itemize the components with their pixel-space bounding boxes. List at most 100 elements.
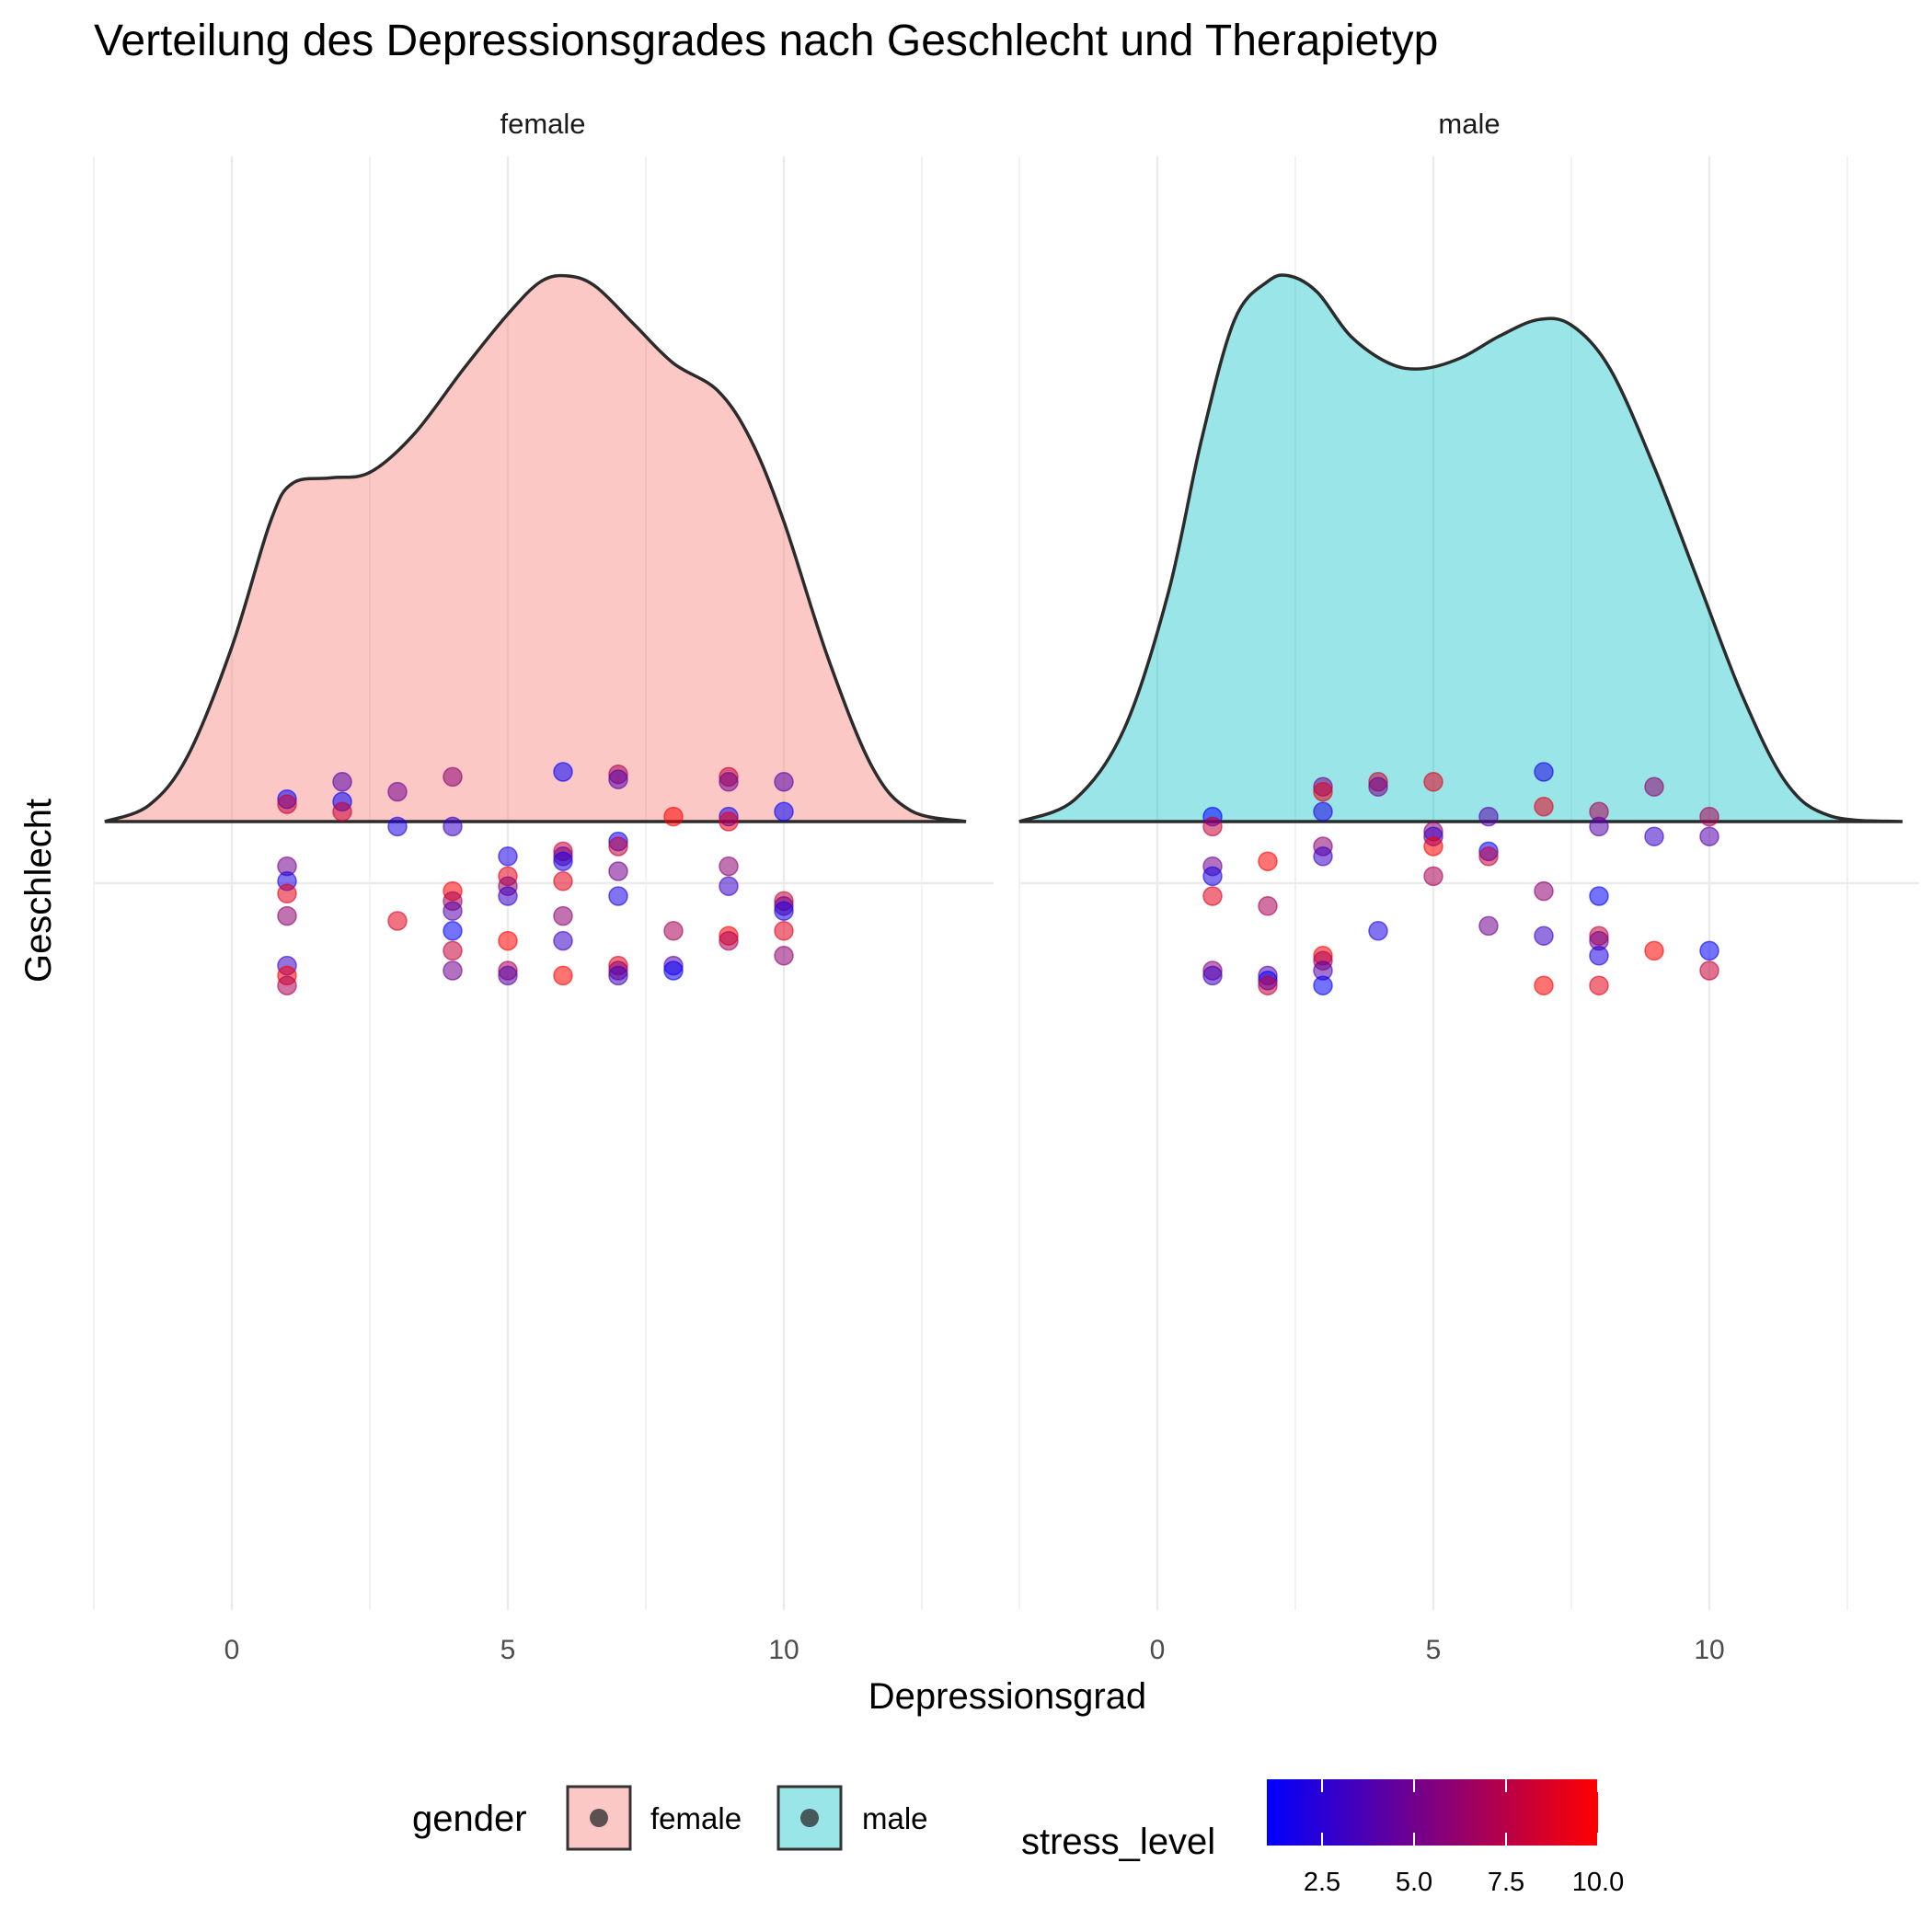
data-point	[774, 946, 794, 966]
data-point	[553, 965, 573, 986]
data-point	[1589, 975, 1609, 995]
data-point	[443, 921, 463, 941]
data-point	[498, 846, 518, 867]
data-point	[1258, 975, 1278, 995]
data-point	[443, 960, 463, 981]
points-male	[1202, 762, 1719, 995]
data-point	[1699, 826, 1719, 846]
x-tick-label: 10	[768, 1635, 799, 1665]
data-point	[553, 905, 573, 926]
data-point	[553, 871, 573, 891]
data-point	[1258, 851, 1278, 871]
data-point	[277, 905, 297, 926]
data-point	[774, 901, 794, 921]
legend-key-female-point	[590, 1809, 608, 1827]
colorbar-tick-label: 2.5	[1304, 1868, 1340, 1897]
data-point	[1699, 806, 1719, 827]
data-point	[1644, 940, 1664, 961]
data-point	[719, 930, 739, 951]
data-point	[608, 886, 628, 906]
data-point	[1368, 776, 1388, 797]
data-point	[332, 801, 352, 822]
data-point	[443, 766, 463, 788]
legend-label-male: male	[862, 1801, 928, 1835]
data-point	[387, 816, 408, 837]
data-point	[719, 811, 739, 832]
data-point	[1313, 975, 1333, 995]
x-ticks-male: 0 5 10	[1150, 1635, 1725, 1665]
data-point	[443, 816, 463, 837]
data-point	[719, 856, 739, 877]
data-point	[774, 772, 794, 792]
data-point	[498, 965, 518, 986]
legend-key-male-point	[800, 1809, 819, 1827]
x-tick-label: 0	[224, 1635, 240, 1665]
x-tick-label: 5	[1426, 1635, 1442, 1665]
data-point	[553, 762, 573, 782]
data-point	[277, 794, 297, 814]
data-point	[1478, 806, 1499, 827]
data-point	[1534, 880, 1554, 902]
data-point	[663, 960, 684, 981]
legend-title-gender: gender	[412, 1799, 527, 1839]
data-point	[1589, 886, 1609, 906]
data-point	[1202, 816, 1223, 837]
data-point	[1589, 946, 1609, 966]
x-tick-label: 10	[1694, 1635, 1724, 1665]
data-point	[663, 921, 684, 941]
facet-panel-female: female 0 5 10	[93, 108, 994, 1665]
data-point	[332, 772, 352, 792]
data-point	[719, 772, 739, 792]
density-curve-female	[104, 273, 967, 823]
legend-title-stress-level: stress_level	[1021, 1822, 1215, 1862]
data-point	[1644, 776, 1664, 797]
x-tick-label: 0	[1150, 1635, 1166, 1665]
data-point	[1423, 836, 1443, 857]
data-point	[277, 975, 297, 995]
facet-strip-label-male: male	[1438, 108, 1500, 140]
data-point	[1699, 960, 1719, 981]
data-point	[774, 921, 794, 941]
data-point	[1368, 921, 1388, 941]
data-point	[553, 930, 573, 951]
x-ticks-female: 0 5 10	[224, 1635, 799, 1665]
data-point	[1589, 816, 1609, 837]
data-point	[1423, 772, 1443, 792]
colorbar-tick-label: 5.0	[1396, 1868, 1432, 1897]
legend-label-female: female	[650, 1801, 742, 1835]
data-point	[1478, 846, 1499, 867]
data-point	[443, 901, 463, 921]
data-point	[663, 806, 684, 827]
x-tick-label: 5	[500, 1635, 516, 1665]
y-axis-title: Geschlecht	[18, 799, 59, 983]
data-point	[1478, 915, 1499, 937]
data-point	[498, 930, 518, 951]
data-point	[443, 940, 463, 961]
colorbar-ticks: 2.5 5.0 7.5 10.0	[1304, 1779, 1624, 1897]
data-point	[277, 883, 297, 904]
data-point	[1313, 801, 1333, 822]
data-point	[719, 876, 739, 896]
data-point	[1258, 896, 1278, 916]
facet-panel-male: male 0 5 10	[1018, 108, 1919, 1665]
data-point	[608, 836, 628, 857]
facet-strip-label-female: female	[500, 108, 585, 140]
data-point	[1202, 866, 1223, 887]
colorbar-tick-label: 7.5	[1488, 1868, 1524, 1897]
data-point	[1202, 965, 1223, 986]
colorbar-tick-label: 10.0	[1572, 1868, 1624, 1897]
data-point	[608, 965, 628, 986]
data-point	[553, 851, 573, 871]
data-point	[1313, 781, 1333, 802]
data-point	[774, 801, 794, 822]
data-point	[387, 781, 408, 802]
chart-title: Verteilung des Depressionsgrades nach Ge…	[94, 17, 1438, 65]
data-point	[608, 861, 628, 881]
data-point	[1423, 866, 1443, 887]
data-point	[608, 769, 628, 789]
points-female	[277, 762, 794, 995]
data-point	[1534, 762, 1554, 782]
data-point	[1699, 940, 1719, 961]
gridlines-female	[93, 156, 994, 1610]
